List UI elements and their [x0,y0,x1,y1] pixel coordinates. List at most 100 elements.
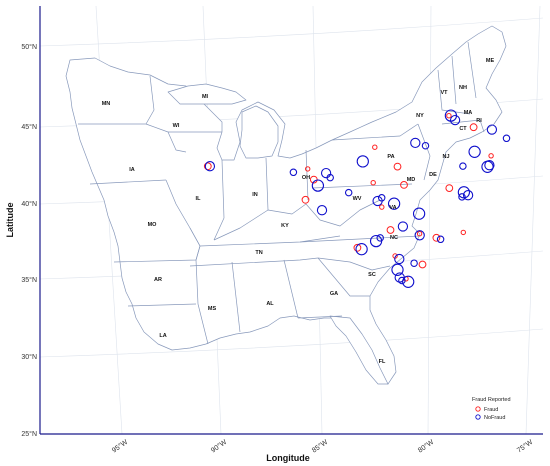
border-ia-mo [89,179,167,185]
fraud-point [445,184,454,193]
state-label-ma: MA [464,110,473,116]
border-ny-nj [417,123,431,181]
lon-tick-label: 95°W [110,438,129,455]
fraud-point [400,181,408,189]
border-ga-fl [297,315,343,319]
state-label-tn: TN [255,250,262,256]
border-ia-wi-il [145,123,187,153]
nofraud-point [369,234,383,248]
fraud-point [446,113,452,119]
state-label-nh: NH [459,85,467,91]
lat-tick-label: 30°N [21,353,37,361]
fraud-point [386,226,395,234]
x-axis-title: Longitude [266,453,310,463]
nofraud-point [289,168,298,177]
border-ar-ms [195,259,209,345]
nofraud-point [376,234,384,242]
nofraud-point [410,137,421,149]
nofraud-point [414,230,425,241]
state-label-mo: MO [148,222,158,228]
fraud-point [488,153,494,159]
nofraud-point [355,243,368,256]
state-label-in: IN [252,192,258,198]
lat-tick-label: 25°N [21,430,37,438]
nofraud-point [320,167,332,179]
nofraud-point [391,263,404,276]
border-tn-ms-al-ga [189,257,319,267]
graticule-parallel-30 [39,328,544,358]
legend-title: Fraud Reported [472,397,511,403]
border-nc-sc [317,257,391,271]
graticule-meridian-75 [525,5,541,435]
border-al-ga [283,259,299,319]
fraud-point [353,243,362,252]
lat-tick-label: 40°N [21,200,37,208]
graticule-parallel-50 [39,17,544,47]
legend: Fraud Reported Fraud NoFraud [472,397,511,421]
y-axis-title: Latitude [5,203,15,238]
state-label-wi: WI [173,123,180,129]
nofraud-point [397,221,409,232]
nofraud-point [377,194,386,202]
nofraud-point [484,160,495,171]
lat-tick-label: 50°N [21,43,37,51]
legend-nofraud-marker [475,414,481,420]
state-label-al: AL [266,301,274,307]
state-label-de: DE [429,172,437,178]
nofraud-point [326,173,334,182]
border-in-oh [265,157,269,211]
fraud-point [469,123,478,132]
border-ny-vt-ma [437,69,471,115]
nofraud-point [398,276,406,285]
nofraud-point [402,275,415,288]
state-label-ga: GA [330,291,338,297]
nofraud-point [412,207,426,220]
legend-fraud-label: Fraud [484,407,498,413]
state-label-ny: NY [416,113,424,119]
border-ga-sc [317,257,370,297]
border-mn-wi [145,75,155,125]
state-label-ky: KY [281,223,289,229]
nofraud-point [449,114,461,126]
state-label-mi: MI [202,94,209,100]
border-wv-va [305,199,381,227]
lon-tick-label: 85°W [310,438,329,455]
state-label-nc: NC [390,235,398,241]
michigan-lower-peninsula [239,105,279,159]
fraud-point [203,162,212,171]
interior-borders [78,41,485,345]
nofraud-point [462,190,474,201]
nofraud-point [421,141,430,150]
state-label-pa: PA [387,154,394,160]
fraud-point [432,233,441,242]
state-label-fl: FL [379,359,386,365]
state-label-ia: IA [129,167,135,173]
nofraud-point [311,179,325,192]
lon-tick-label: 75°W [515,438,534,455]
fraud-point [418,260,427,269]
border-nh-me [467,41,477,99]
legend-fraud-marker [475,406,481,412]
michigan-upper-peninsula [167,83,247,105]
fraud-point [460,229,466,236]
fraud-point [379,204,385,210]
state-label-me: ME [486,58,495,64]
state-label-ms: MS [208,306,217,312]
state-borders [65,25,507,385]
us-east-outline [65,25,507,385]
border-pa-md [311,183,413,189]
plot-frame [39,6,543,435]
border-il-in [213,159,225,241]
state-labels: MN WI MI IA IL IN OH MO KY TN AR MS AL G… [102,58,495,365]
nofraud-point [459,162,467,170]
nofraud-point [458,193,466,201]
fraud-point [370,180,376,186]
state-label-la: LA [159,333,166,339]
state-label-vt: VT [440,90,448,96]
nofraud-point [356,155,369,168]
nofraud-point [410,259,418,267]
fraud-point [393,162,402,171]
state-label-il: IL [196,196,202,202]
border-oh-ky [213,203,307,241]
